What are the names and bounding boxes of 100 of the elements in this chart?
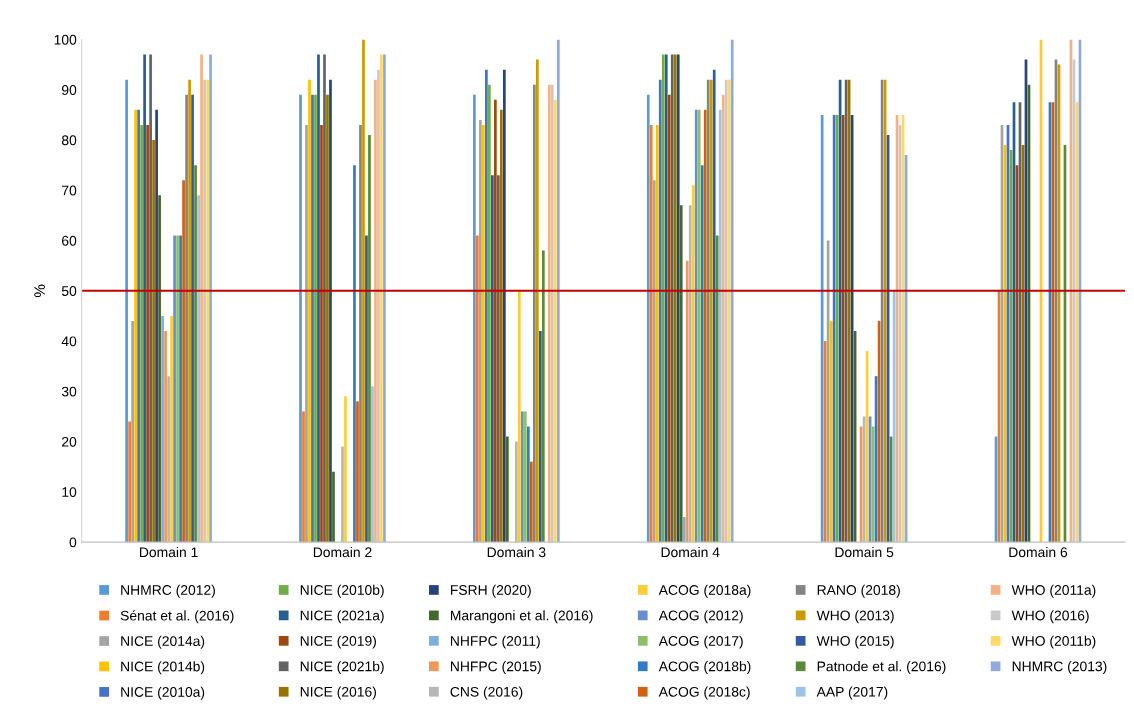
bar (553, 99, 557, 543)
y-tick-label: 10 (62, 487, 77, 497)
bar (143, 54, 146, 543)
y-tick-label: 100 (54, 34, 77, 45)
bar (646, 94, 650, 543)
bar (305, 124, 308, 543)
bar (503, 69, 506, 543)
bar (191, 94, 194, 543)
bar (374, 79, 377, 543)
bar (329, 79, 332, 543)
legend-label: RANO (2018) (817, 584, 900, 598)
legend-label: WHO (2011a) (1011, 584, 1096, 598)
bar (532, 84, 536, 543)
legend-label: WHO (2013) (816, 610, 894, 624)
legend-label: NICE (2021b) (300, 661, 384, 675)
legend-label: NICE (2019) (300, 635, 376, 649)
legend-label: Marangoni et al. (2016) (450, 610, 593, 624)
legend-label: NHFPC (2011) (450, 635, 540, 649)
y-axis-title: % (34, 284, 45, 298)
bar (299, 94, 302, 543)
legend-label: CNS (2016) (450, 686, 523, 700)
bar (356, 401, 359, 543)
legend-label: ACOG (2018c) (658, 686, 750, 700)
bar (140, 124, 143, 543)
bar (485, 69, 488, 543)
bar (368, 134, 371, 543)
bar (488, 84, 491, 543)
legend-label: WHO (2011b) (1011, 635, 1096, 649)
bar (649, 124, 653, 543)
y-tick-label: 30 (61, 386, 77, 397)
bar (371, 386, 374, 543)
bar (700, 165, 704, 543)
legend-label: NICE (2010a) (121, 686, 205, 700)
bar (362, 39, 365, 543)
bar (344, 396, 347, 543)
bar (128, 421, 131, 543)
legend-label: NHMRC (2013) (1012, 661, 1107, 675)
bar (535, 59, 539, 543)
bar (520, 411, 524, 543)
bar (730, 39, 734, 543)
bar (353, 165, 356, 543)
y-tick-label: 70 (62, 185, 77, 196)
bar (652, 180, 656, 543)
bar (194, 165, 197, 543)
bar (500, 109, 503, 543)
bar (152, 140, 155, 543)
bar (518, 290, 521, 543)
bar (302, 411, 305, 543)
bar (164, 331, 167, 543)
bar (529, 461, 533, 543)
bar (125, 79, 128, 543)
legend-label: ACOG (2018b) (658, 661, 751, 675)
bar (188, 79, 191, 543)
bar (658, 79, 662, 543)
bar (185, 94, 188, 543)
bar (715, 235, 719, 543)
bar (308, 79, 311, 543)
legend-label: FSRH (2020) (450, 584, 531, 598)
legend-label: ACOG (2017) (658, 635, 743, 649)
legend-label: ACOG (2018a) (658, 584, 751, 598)
bar (718, 109, 722, 543)
x-tick-label: Domain 4 (661, 546, 720, 558)
legend-label: NHMRC (2012) (121, 584, 215, 598)
legend-label: NICE (2014b) (121, 661, 205, 675)
bar (131, 320, 134, 543)
legend-label: NICE (2014a) (121, 635, 205, 649)
bar (332, 471, 335, 543)
legend-label: Patnode et al. (2016) (817, 661, 946, 675)
bar (200, 54, 203, 543)
legend-label: NICE (2010b) (300, 584, 384, 598)
bar (317, 54, 320, 543)
x-tick-label: Domain 5 (835, 546, 894, 558)
legend-label: WHO (2016) (1011, 610, 1089, 624)
legend-label: NHFPC (2015) (450, 661, 541, 675)
bar (209, 54, 212, 543)
bar (497, 175, 500, 543)
bar (667, 94, 671, 543)
legend-label: AAP (2017) (816, 686, 888, 700)
bar (479, 119, 482, 543)
legend-label: NICE (2021a) (300, 610, 384, 624)
bar (182, 180, 185, 543)
bar (526, 426, 530, 543)
bar (149, 54, 152, 543)
y-tick-label: 20 (62, 436, 77, 447)
bar (712, 69, 716, 543)
bar (197, 195, 200, 543)
bar (538, 331, 542, 543)
legend-label: ACOG (2012) (658, 610, 743, 624)
x-tick-label: Domain 2 (313, 546, 372, 558)
bar (320, 124, 323, 543)
bar (556, 39, 560, 543)
bar (365, 235, 368, 543)
bar (506, 436, 509, 543)
bar (158, 195, 161, 543)
legend-label: WHO (2015) (816, 635, 894, 649)
x-tick-label: Domain 1 (140, 546, 198, 558)
x-tick-label: Domain 6 (1009, 546, 1068, 558)
bar (691, 185, 695, 543)
bar (679, 205, 683, 543)
bar (682, 516, 686, 543)
